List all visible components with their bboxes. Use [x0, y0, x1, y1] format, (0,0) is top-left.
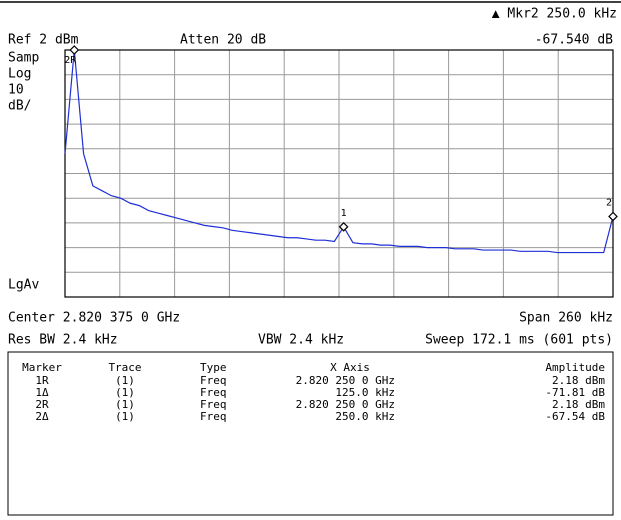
marker-diamond: [69, 45, 80, 55]
marker-table-frame: [7, 351, 614, 516]
marker-diamond: [608, 211, 618, 222]
table-cell: Freq: [200, 410, 227, 423]
marker-table: Marker Trace Type X Axis Amplitude 1R (1) Freq 2…: [22, 361, 605, 423]
table-cell: 2.820 250 0 GHz: [296, 374, 395, 387]
left-label: LgAv: [8, 278, 39, 293]
trace: [64, 49, 614, 254]
table-cell: 2.18 dBm: [552, 398, 605, 411]
table-cell: -71.81 dB: [545, 386, 605, 399]
left-label: 10: [8, 83, 24, 98]
marker-label: 1: [341, 208, 347, 219]
table-cell: (1): [115, 374, 135, 387]
table-cell: 2.820 250 0 GHz: [296, 398, 395, 411]
table-cell: -67.54 dB: [545, 410, 605, 423]
table-header: X Axis: [330, 361, 370, 374]
table-header: Amplitude: [545, 361, 605, 374]
marker-label: 2R: [64, 55, 77, 66]
span: Span 260 kHz: [519, 311, 613, 326]
table-cell: Freq: [200, 374, 227, 387]
plot-frame: [64, 49, 614, 298]
marker-diamond: [338, 222, 349, 232]
vbw: VBW 2.4 kHz: [258, 333, 344, 348]
attenuation: Atten 20 dB: [180, 33, 266, 48]
table-cell: 250.0 kHz: [335, 410, 395, 423]
table-cell: (1): [115, 410, 135, 423]
table-header: Marker: [22, 361, 62, 374]
left-label: Log: [8, 67, 31, 82]
marker-readout: ▲ Mkr2 250.0 kHz: [492, 7, 617, 22]
table-cell: 2.18 dBm: [552, 374, 605, 387]
table-cell: (1): [115, 386, 135, 399]
table-cell: 125.0 kHz: [335, 386, 395, 399]
amplitude-readout: -67.540 dB: [535, 33, 613, 48]
table-header: Trace: [108, 361, 141, 374]
table-cell: 1Δ: [35, 386, 49, 399]
left-label: Samp: [8, 51, 39, 66]
res-bw: Res BW 2.4 kHz: [8, 333, 118, 348]
center-freq: Center 2.820 375 0 GHz: [8, 311, 180, 326]
left-label: dB/: [8, 99, 31, 114]
markers: 2R 1 2: [64, 45, 618, 232]
table-cell: Freq: [200, 398, 227, 411]
table-header: Type: [200, 361, 227, 374]
marker-label: 2: [606, 197, 612, 208]
ref-level: Ref 2 dBm: [8, 33, 79, 48]
table-cell: Freq: [200, 386, 227, 399]
table-cell: (1): [115, 398, 135, 411]
sweep: Sweep 172.1 ms (601 pts): [425, 333, 613, 348]
graticule: [65, 50, 613, 297]
table-cell: 1R: [35, 374, 49, 387]
table-cell: 2Δ: [35, 410, 49, 423]
table-cell: 2R: [35, 398, 49, 411]
